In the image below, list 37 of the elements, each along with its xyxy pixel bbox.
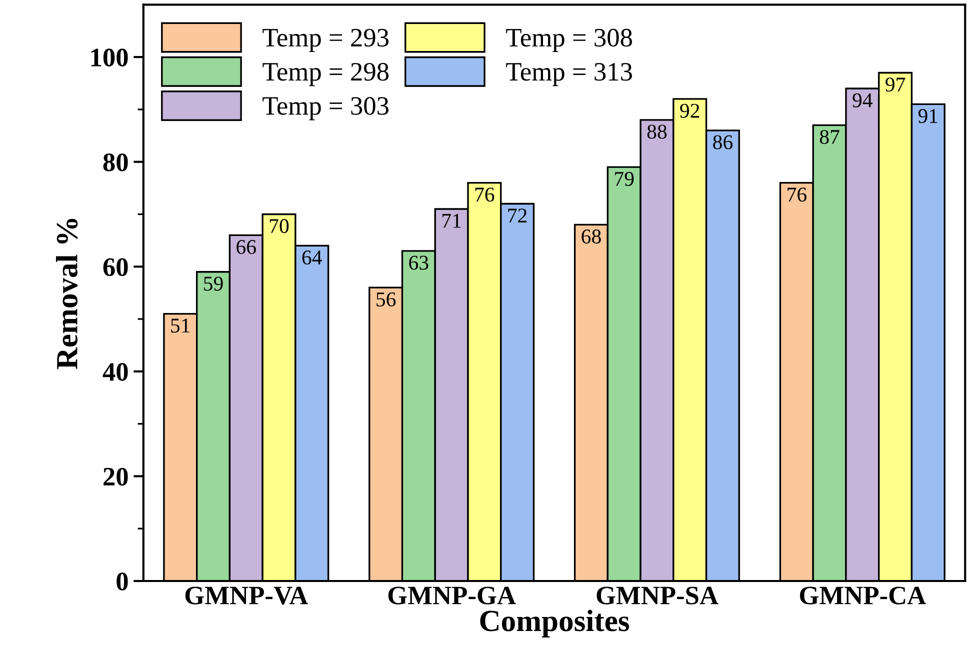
x-tick-label: GMNP-VA: [185, 586, 308, 605]
data-label: 92: [680, 104, 700, 118]
data-label: 72: [508, 208, 527, 222]
y-tick-label: 100: [91, 48, 128, 66]
y-axis-title: Removal %: [56, 218, 78, 370]
data-label: 70: [270, 219, 289, 234]
data-label: 56: [376, 292, 396, 306]
legend-label: Temp = 303: [262, 97, 388, 120]
data-label: 87: [820, 130, 840, 144]
data-label: 76: [475, 188, 494, 202]
legend-label: Temp = 298: [262, 62, 389, 86]
data-label: 79: [615, 172, 634, 186]
data-label: 97: [886, 78, 906, 92]
y-tick-label: 40: [102, 363, 128, 381]
data-label: 71: [442, 214, 461, 228]
y-tick-label: 20: [104, 468, 128, 486]
data-label: 86: [713, 135, 733, 150]
x-axis-title: Composites: [480, 610, 630, 638]
data-label: 51: [171, 318, 190, 333]
data-label: 63: [409, 256, 428, 270]
x-tick-label: GMNP-GA: [388, 586, 516, 604]
y-tick-label: 80: [103, 153, 128, 172]
data-label: 59: [204, 276, 223, 291]
y-tick-label: 0: [116, 572, 128, 590]
x-tick-label: GMNP-SA: [596, 586, 718, 604]
legend-label: Temp = 293: [262, 28, 388, 52]
data-label: 76: [788, 188, 806, 202]
data-label: 68: [582, 230, 601, 244]
legend-label: Temp = 313: [506, 62, 632, 86]
x-tick-label: GMNP-CA: [800, 586, 926, 604]
data-label: 64: [302, 250, 322, 265]
legend-label: Temp = 308: [506, 28, 632, 52]
data-label: 66: [236, 240, 256, 254]
data-label: 91: [918, 109, 938, 124]
y-tick-label: 60: [103, 258, 128, 276]
data-label: 88: [647, 124, 667, 139]
data-label: 94: [852, 93, 872, 108]
